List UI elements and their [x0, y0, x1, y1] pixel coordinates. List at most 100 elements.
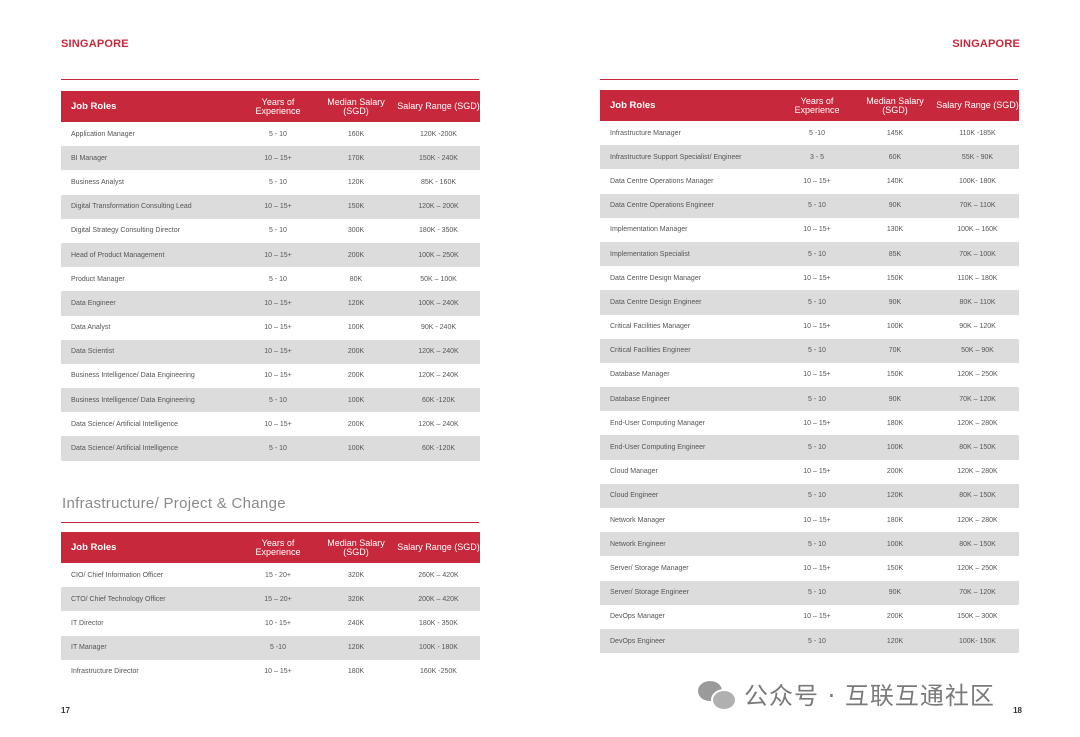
cell-salary-range: 120K – 280K — [957, 419, 998, 427]
table-row: Infrastructure Support Specialist/ Engin… — [600, 145, 1019, 170]
cell-years-experience: 5 - 10 — [269, 130, 287, 138]
cell-job-role: BI Manager — [61, 146, 241, 171]
table-row: Data Centre Design Engineer 5 - 10 90K 80K … — [600, 290, 1019, 315]
cell-years-experience: 5 - 10 — [780, 338, 854, 363]
table-row: Implementation Specialist 5 - 10 85K 70K – … — [600, 241, 1019, 267]
cell-median-salary: 90K — [854, 387, 936, 412]
table-row: End-User Computing Engineer 5 - 10 100K 80K… — [600, 435, 1019, 460]
table-row: Data Scientist 10 – 15+ 200K 120K – 240K — [61, 339, 480, 364]
cell-job-role: IT Director — [71, 619, 104, 627]
table-row: Digital Strategy Consulting Director 5 - … — [61, 219, 480, 243]
right-page: SINGAPORE Job Roles Years of Experience … — [540, 0, 1080, 737]
table-row: Data Centre Design Manager 10 – 15+ 150K 11… — [600, 266, 1019, 290]
left-page: SINGAPORE Job Roles Years of Experience … — [61, 38, 480, 715]
cell-job-role: Implementation Specialist — [600, 241, 780, 267]
cell-years-experience: 5 - 10 — [269, 178, 287, 186]
salary-table-infrastructure-roles: Job Roles Years of Experience Median Sal… — [600, 90, 1019, 654]
cell-median-salary: 120K — [854, 628, 936, 654]
cell-job-role: End-User Computing Manager — [610, 419, 705, 427]
cell-years-experience: 5 - 10 — [780, 580, 854, 605]
cell-years-experience: 5 - 10 — [780, 241, 854, 267]
cell-salary-range: 120K – 250K — [957, 564, 998, 572]
cell-years-experience: 5 - 10 — [780, 290, 854, 315]
cell-years-experience: 10 – 15+ — [803, 323, 831, 331]
cell-salary-range: 55K - 90K — [936, 145, 1019, 170]
table-row: End-User Computing Manager 10 – 15+ 180K 12… — [600, 411, 1019, 435]
table-row: IT Director 10 - 15+ 240K 180K - 350K — [61, 611, 480, 635]
cell-median-salary: 200K — [347, 372, 365, 380]
table-row: DevOps Engineer 5 - 10 120K 100K- 150K — [600, 628, 1019, 654]
header-salary-range: Salary Range (SGD) — [397, 91, 480, 122]
cell-median-salary: 80K — [349, 275, 363, 283]
table-row: BI Manager 10 – 15+ 170K 150K - 240K — [61, 146, 480, 171]
cell-years-experience: 10 – 15+ — [241, 339, 315, 364]
cell-years-experience: 10 – 15+ — [241, 242, 315, 268]
cell-salary-range: 80K – 150K — [936, 532, 1019, 557]
cell-years-experience: 5 -10 — [241, 635, 315, 660]
cell-median-salary: 160K — [347, 130, 365, 138]
table-row: Data Science/ Artificial Intelligence 10 … — [61, 412, 480, 436]
header-salary-range: Salary Range (SGD) — [397, 532, 480, 563]
header-median-salary: Median Salary (SGD) — [854, 90, 936, 121]
header-years-experience: Years of Experience — [780, 90, 854, 121]
salary-table-it-leadership: Job Roles Years of Experience Median Sal… — [61, 91, 480, 461]
cell-median-salary: 150K — [886, 371, 904, 379]
cell-salary-range: 120K – 250K — [957, 371, 998, 379]
cell-median-salary: 90K — [854, 290, 936, 315]
cell-salary-range: 60K -120K — [397, 436, 480, 461]
header-job-roles: Job Roles — [600, 90, 780, 121]
cell-median-salary: 100K — [886, 323, 904, 331]
table-header: Job Roles Years of Experience Median Sal… — [61, 532, 480, 563]
cell-salary-range: 180K - 350K — [419, 227, 458, 235]
cell-years-experience: 5 - 10 — [241, 388, 315, 413]
cell-years-experience: 5 - 10 — [780, 387, 854, 412]
cell-median-salary: 70K — [854, 338, 936, 363]
table-row: Product Manager 5 - 10 80K 50K – 100K — [61, 267, 480, 291]
cell-salary-range: 120K – 280K — [957, 516, 998, 524]
cell-job-role: Cloud Engineer — [600, 483, 780, 508]
cell-salary-range: 50K – 100K — [420, 275, 457, 283]
table-row: IT Manager 5 -10 120K 100K - 180K — [61, 635, 480, 660]
cell-job-role: Business Analyst — [71, 178, 124, 186]
cell-years-experience: 5 - 10 — [780, 483, 854, 508]
table-row: Infrastructure Manager 5 -10 145K 110K -185… — [600, 121, 1019, 145]
cell-job-role: Digital Strategy Consulting Director — [71, 227, 180, 235]
table-row: Network Engineer 5 - 10 100K 80K – 150K — [600, 532, 1019, 557]
cell-years-experience: 10 – 15+ — [803, 516, 831, 524]
cell-median-salary: 100K — [315, 436, 397, 461]
page-number: 18 — [1013, 706, 1022, 715]
cell-years-experience: 10 – 15+ — [241, 146, 315, 171]
cell-years-experience: 10 - 15+ — [265, 619, 291, 627]
cell-median-salary: 150K — [315, 194, 397, 219]
cell-median-salary: 120K — [347, 178, 365, 186]
cell-job-role: Infrastructure Support Specialist/ Engin… — [600, 145, 780, 170]
header-years-experience: Years of Experience — [241, 532, 315, 563]
header-years-experience: Years of Experience — [241, 91, 315, 122]
header-median-salary: Median Salary (SGD) — [315, 91, 397, 122]
cell-job-role: Data Engineer — [61, 291, 241, 316]
cell-years-experience: 10 – 15+ — [264, 324, 292, 332]
cell-job-role: Network Manager — [610, 516, 666, 524]
cell-job-role: Critical Facilities Engineer — [600, 338, 780, 363]
cell-salary-range: 85K - 160K — [420, 178, 457, 186]
cell-job-role: Head of Product Management — [61, 242, 241, 268]
cell-median-salary: 320K — [347, 571, 365, 579]
cell-job-role: DevOps Manager — [610, 613, 665, 621]
cell-job-role: Server/ Storage Engineer — [600, 580, 780, 605]
watermark: 公众号 · 互联互通社区 — [698, 676, 995, 711]
cell-median-salary: 130K — [886, 226, 904, 234]
cell-median-salary: 120K — [315, 635, 397, 660]
cell-median-salary: 100K — [854, 435, 936, 460]
cell-years-experience: 5 - 10 — [241, 436, 315, 461]
cell-years-experience: 5 - 10 — [780, 628, 854, 654]
cell-salary-range: 200K – 420K — [397, 587, 480, 612]
cell-salary-range: 70K – 100K — [936, 241, 1019, 267]
cell-salary-range: 100K – 250K — [397, 242, 480, 268]
cell-years-experience: 5 - 10 — [269, 227, 287, 235]
cell-salary-range: 120K – 280K — [957, 468, 998, 476]
header-rule — [600, 79, 1018, 80]
cell-job-role: Data Centre Design Manager — [610, 274, 702, 282]
cell-years-experience: 5 - 10 — [780, 435, 854, 460]
cell-salary-range: 70K – 120K — [936, 387, 1019, 412]
cell-job-role: Data Science/ Artificial Intelligence — [71, 420, 178, 428]
